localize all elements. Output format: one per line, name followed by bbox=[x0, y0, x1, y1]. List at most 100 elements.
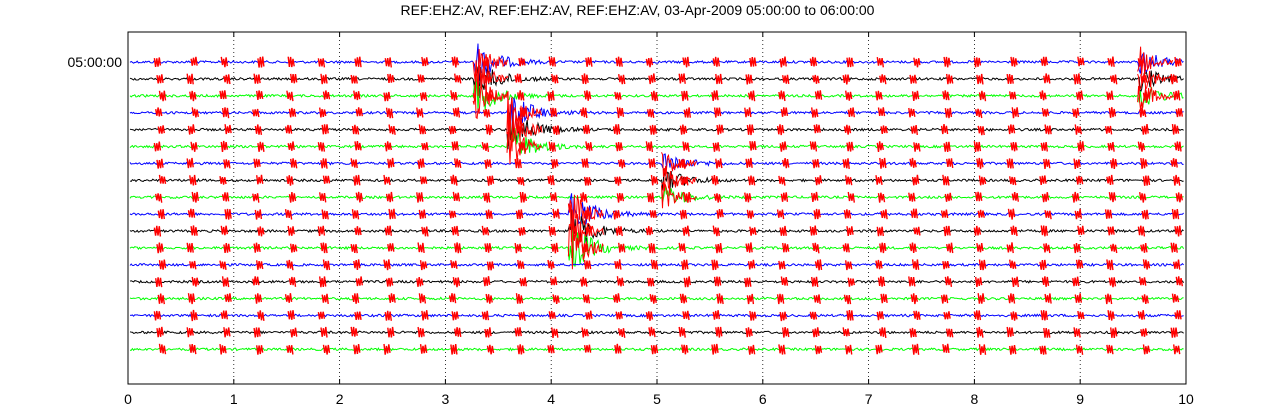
pick-mark bbox=[284, 124, 293, 134]
pick-mark bbox=[481, 310, 490, 321]
pick-mark bbox=[1077, 141, 1085, 152]
pick-mark bbox=[484, 327, 492, 338]
pick-mark bbox=[257, 226, 265, 237]
pick-mark bbox=[1175, 192, 1183, 203]
pick-mark bbox=[745, 242, 753, 253]
pick-mark bbox=[776, 124, 785, 136]
pick-mark bbox=[843, 294, 852, 305]
pick-mark bbox=[448, 210, 457, 219]
pick-mark bbox=[782, 327, 790, 338]
pick-mark bbox=[551, 242, 559, 254]
pick-mark bbox=[809, 56, 818, 67]
pick-mark bbox=[877, 276, 886, 287]
pick-mark bbox=[716, 124, 724, 135]
pick-mark bbox=[186, 327, 194, 338]
pick-mark bbox=[779, 141, 787, 152]
pick-mark bbox=[842, 74, 850, 85]
pick-mark bbox=[552, 208, 560, 219]
pick-mark bbox=[582, 124, 591, 135]
x-tick-label: 10 bbox=[1178, 391, 1194, 407]
pick-mark bbox=[417, 242, 425, 253]
pick-mark bbox=[518, 311, 526, 321]
pick-mark bbox=[847, 107, 855, 118]
x-tick-label: 1 bbox=[230, 391, 238, 407]
pick-mark bbox=[418, 209, 427, 219]
pick-mark bbox=[384, 310, 392, 321]
pick-mark bbox=[190, 309, 198, 322]
pick-mark bbox=[876, 226, 884, 237]
pick-mark bbox=[913, 57, 921, 68]
pick-mark bbox=[486, 344, 495, 355]
pick-mark bbox=[156, 242, 164, 254]
pick-mark bbox=[354, 311, 362, 321]
pick-mark bbox=[1141, 124, 1149, 135]
pick-mark bbox=[744, 107, 752, 118]
pick-mark bbox=[153, 225, 162, 237]
pick-mark bbox=[585, 310, 593, 320]
pick-mark bbox=[1077, 225, 1085, 236]
pick-mark bbox=[1139, 276, 1147, 286]
pick-mark bbox=[616, 107, 625, 119]
pick-mark bbox=[322, 90, 331, 100]
pick-mark bbox=[1010, 56, 1018, 67]
pick-mark bbox=[942, 90, 950, 101]
x-tick-label: 8 bbox=[971, 391, 979, 407]
pick-mark bbox=[552, 294, 560, 305]
pick-mark bbox=[354, 141, 362, 151]
pick-mark bbox=[223, 243, 231, 253]
pick-mark bbox=[946, 242, 954, 254]
x-tick-label: 3 bbox=[442, 391, 450, 407]
pick-mark bbox=[776, 293, 785, 305]
pick-mark bbox=[1106, 174, 1114, 185]
pick-mark bbox=[1009, 176, 1017, 186]
pick-mark bbox=[846, 310, 854, 321]
pick-mark bbox=[1075, 175, 1084, 185]
pick-mark bbox=[942, 174, 950, 186]
pick-mark bbox=[287, 141, 295, 151]
pick-mark bbox=[1007, 208, 1016, 220]
pick-mark bbox=[549, 107, 558, 118]
pick-mark bbox=[875, 90, 883, 101]
row-time-label: 05:00:00 bbox=[68, 54, 123, 70]
pick-mark bbox=[645, 141, 654, 153]
pick-mark bbox=[650, 259, 659, 270]
pick-mark bbox=[879, 327, 887, 338]
pick-mark bbox=[220, 56, 228, 68]
pick-mark bbox=[1171, 293, 1180, 303]
pick-mark bbox=[975, 276, 983, 287]
pick-mark bbox=[712, 56, 720, 67]
pick-mark bbox=[416, 192, 424, 203]
pick-mark bbox=[257, 56, 265, 68]
pick-mark bbox=[581, 327, 589, 338]
pick-mark bbox=[910, 208, 918, 219]
pick-mark bbox=[1039, 175, 1047, 185]
pick-mark bbox=[551, 327, 559, 338]
pick-mark bbox=[811, 107, 819, 118]
pick-mark bbox=[911, 343, 920, 355]
seismic-trace bbox=[129, 124, 1184, 154]
pick-mark bbox=[1044, 124, 1052, 135]
pick-mark bbox=[549, 192, 558, 203]
pick-mark bbox=[355, 191, 363, 203]
pick-mark bbox=[421, 310, 429, 321]
pick-mark bbox=[1106, 344, 1114, 355]
pick-mark bbox=[549, 276, 558, 286]
pick-mark bbox=[1073, 243, 1081, 254]
pick-mark bbox=[450, 344, 458, 355]
pick-mark bbox=[551, 159, 559, 169]
pick-mark bbox=[514, 73, 522, 84]
pick-mark bbox=[683, 276, 691, 288]
pick-mark bbox=[256, 174, 264, 185]
pick-mark bbox=[320, 242, 328, 254]
pick-mark bbox=[845, 175, 853, 186]
pick-mark bbox=[153, 57, 162, 67]
pick-mark bbox=[224, 293, 232, 303]
pick-mark bbox=[519, 191, 527, 203]
pick-mark bbox=[319, 192, 327, 203]
pick-mark bbox=[749, 141, 757, 151]
pick-mark bbox=[747, 344, 756, 355]
pick-mark bbox=[451, 56, 459, 68]
pick-mark bbox=[385, 277, 394, 287]
pick-mark bbox=[814, 90, 823, 100]
pick-mark bbox=[547, 345, 555, 354]
